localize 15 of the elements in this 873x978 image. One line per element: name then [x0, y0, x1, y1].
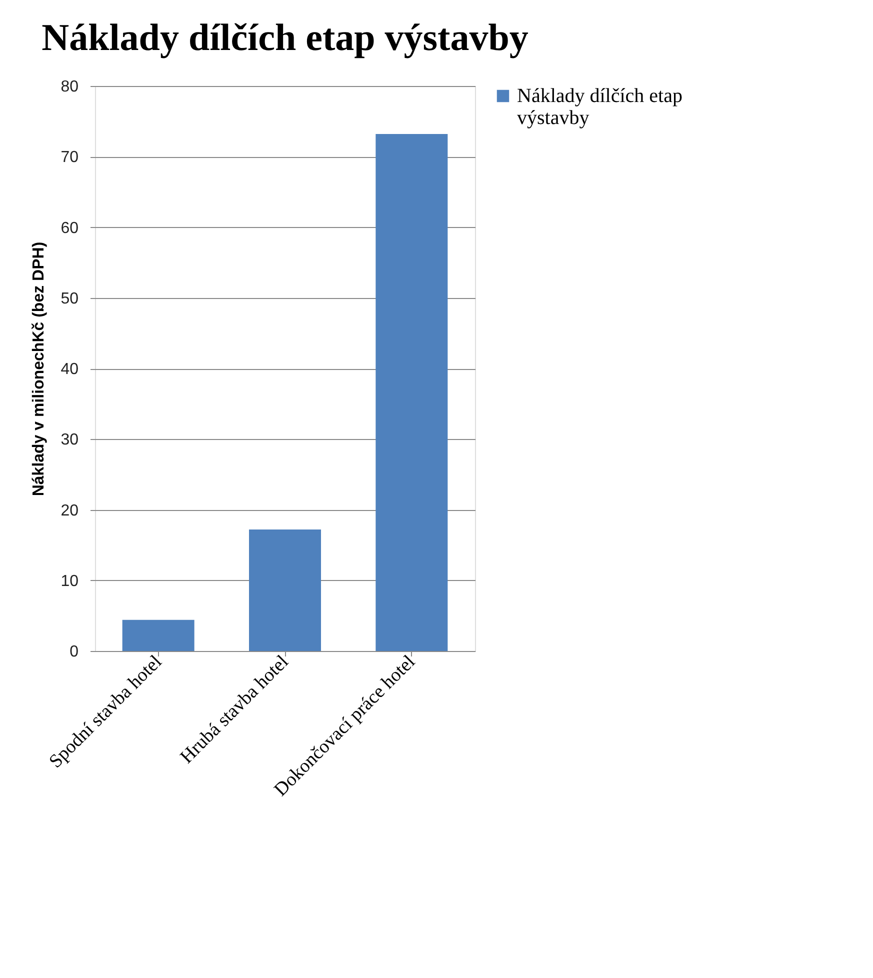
y-tick-label: 80 [60, 78, 79, 96]
chart-title: Náklady dílčích etap výstavby [42, 17, 528, 59]
legend-label: Náklady dílčích etap výstavby [517, 85, 682, 129]
y-tick-label: 70 [60, 149, 79, 166]
y-tick-label: 20 [60, 502, 79, 520]
bar [249, 530, 321, 651]
y-tick-label: 50 [60, 290, 79, 308]
y-tick-label: 10 [60, 572, 79, 590]
y-tick-label: 0 [70, 644, 79, 660]
bar [376, 134, 448, 651]
y-tick-label: 30 [60, 432, 79, 449]
y-axis-title: Náklady v milionechKč (bez DPH) [30, 242, 48, 496]
y-tick-label: 40 [60, 361, 79, 378]
bar [122, 620, 194, 651]
y-tick-label: 60 [60, 220, 79, 237]
